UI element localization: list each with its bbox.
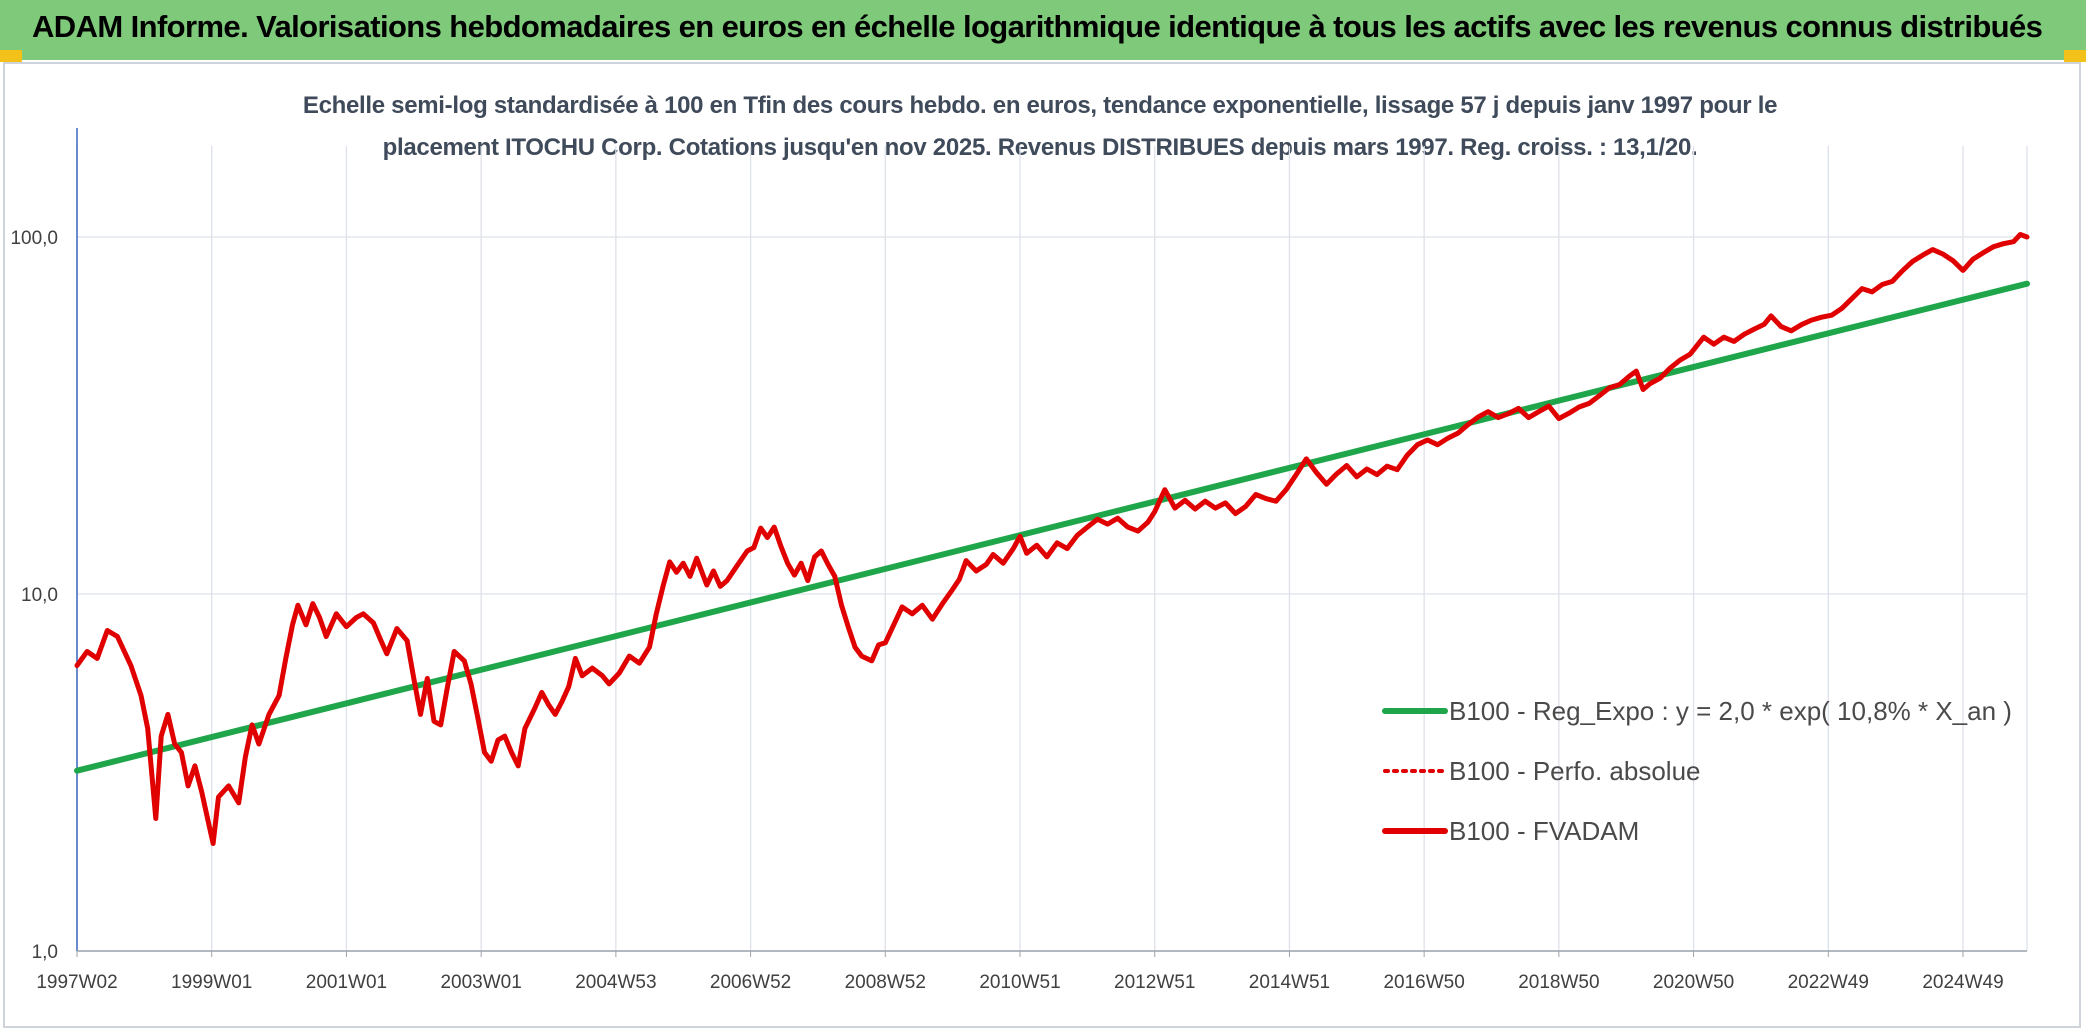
- legend-label[interactable]: B100 - Perfo. absolue: [1449, 756, 1701, 786]
- chart-title-line-2: placement ITOCHU Corp. Cotations jusqu'e…: [382, 134, 1698, 161]
- chart-title-line-1: Echelle semi-log standardisée à 100 en T…: [302, 92, 1778, 119]
- x-tick-label: 2012W51: [1114, 972, 1195, 993]
- x-tick-label: 2004W53: [575, 972, 656, 993]
- fvadam-price-line: [74, 232, 2030, 846]
- chart-frame: [3, 62, 2081, 1028]
- x-tick-label: 2006W52: [710, 972, 791, 993]
- corner-marker-left: [0, 50, 22, 62]
- report-title: ADAM Informe. Valorisations hebdomadaire…: [32, 9, 2043, 44]
- x-axis-ticks: 1997W02 1999W01 2001W01 2003W01 2004W53 2006W…: [36, 951, 2004, 993]
- x-tick-label: 2014W51: [1249, 972, 1330, 993]
- chart-axes: [76, 128, 2027, 952]
- regression-trend-line: [74, 280, 2030, 774]
- legend-label[interactable]: B100 - FVADAM: [1449, 816, 1639, 846]
- x-tick-label: 2008W52: [845, 972, 926, 993]
- y-tick-label: 1,0: [32, 942, 58, 963]
- x-tick-label: 1999W01: [171, 972, 252, 993]
- x-tick-label: 1997W02: [36, 972, 117, 993]
- x-tick-label: 2018W50: [1518, 972, 1599, 993]
- report-banner: ADAM Informe. Valorisations hebdomadaire…: [0, 0, 2086, 60]
- x-tick-label: 2020W50: [1653, 972, 1734, 993]
- x-tick-label: 2010W51: [979, 972, 1060, 993]
- x-tick-label: 2016W50: [1383, 972, 1464, 993]
- corner-marker-right: [2064, 50, 2086, 62]
- x-tick-label: 2022W49: [1788, 972, 1869, 993]
- legend-label[interactable]: B100 - Reg_Expo : y = 2,0 * exp( 10,8% *…: [1449, 696, 2012, 726]
- chart-legend[interactable]: B100 - Reg_Expo : y = 2,0 * exp( 10,8% *…: [1382, 696, 2012, 846]
- x-tick-label: 2001W01: [306, 972, 387, 993]
- y-tick-label: 10,0: [21, 585, 58, 606]
- chart-series: [74, 232, 2030, 846]
- x-tick-label: 2003W01: [440, 972, 521, 993]
- y-tick-label: 100,0: [10, 228, 58, 249]
- y-axis-ticks: 1,0 10,0 100,0: [10, 228, 58, 963]
- x-tick-label: 2024W49: [1922, 972, 2003, 993]
